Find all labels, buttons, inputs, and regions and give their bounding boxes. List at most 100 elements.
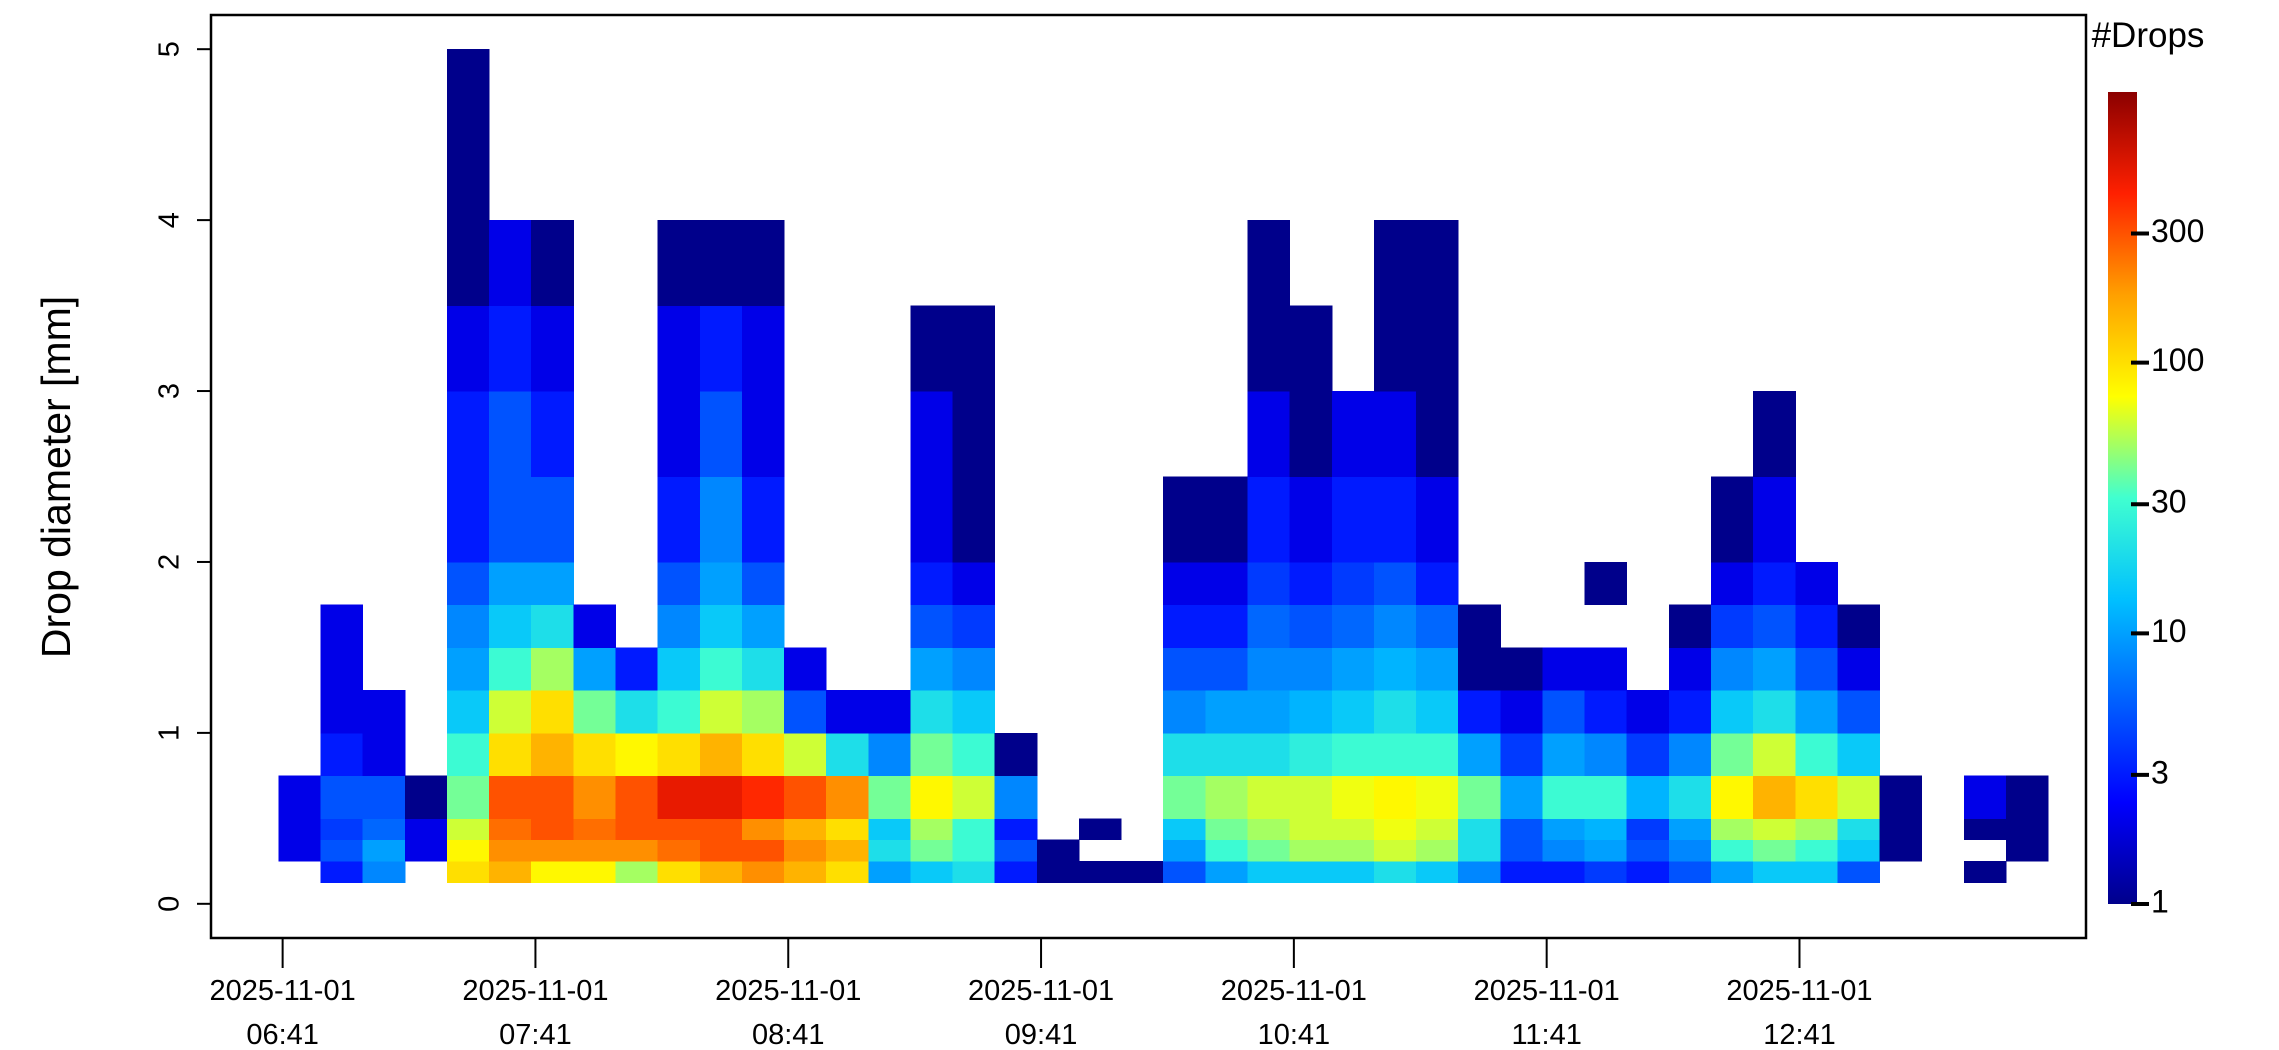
cell: [1373, 391, 1417, 477]
y-tick-label: 0: [154, 896, 186, 912]
x-tick-date: 2025-11-01: [968, 975, 1114, 1007]
cell: [1795, 839, 1838, 862]
cell: [741, 839, 785, 862]
cell: [1205, 818, 1249, 841]
cell: [784, 690, 827, 734]
x-tick-time: 09:41: [1005, 1019, 1078, 1050]
cell: [699, 690, 743, 734]
cell: [1837, 818, 1881, 841]
cell: [1416, 839, 1459, 862]
cell: [2005, 839, 2049, 862]
cell: [531, 861, 574, 883]
cell: [489, 476, 532, 563]
cell: [952, 839, 996, 862]
cell: [362, 861, 406, 883]
cell: [573, 818, 616, 841]
cell: [1753, 775, 1796, 819]
cell: [446, 690, 490, 734]
cell: [1163, 561, 1206, 606]
cell: [489, 604, 532, 648]
cell: [1331, 732, 1375, 777]
cell: [320, 732, 364, 777]
cell: [741, 220, 785, 307]
cell: [1584, 775, 1628, 819]
cell: [1458, 732, 1501, 777]
cell: [1711, 604, 1754, 648]
cell: [826, 732, 869, 777]
heatmap-cells: [278, 49, 2049, 883]
cell: [489, 732, 532, 777]
cell: [1500, 839, 1543, 862]
cell: [1795, 861, 1838, 883]
cell: [1879, 818, 1923, 841]
cell: [1500, 690, 1543, 734]
plot-frame: [209, 13, 2088, 940]
cell: [615, 818, 659, 841]
cell: [1416, 305, 1459, 392]
cell: [1753, 732, 1796, 777]
cell: [699, 775, 743, 819]
cell: [320, 775, 364, 819]
cell: [868, 775, 911, 819]
cell: [1837, 732, 1881, 777]
cell: [1331, 861, 1375, 883]
cell: [531, 775, 574, 819]
cell: [1247, 391, 1291, 477]
cell: [868, 690, 911, 734]
cell: [1542, 647, 1586, 691]
cell: [657, 647, 701, 691]
cell: [741, 690, 785, 734]
cell: [278, 839, 322, 862]
cell: [1163, 690, 1206, 734]
cell: [699, 839, 743, 862]
cell: [1584, 647, 1628, 691]
cell: [1795, 690, 1838, 734]
cell: [784, 732, 827, 777]
colorbar-tick-label: 3: [2151, 754, 2169, 790]
cell: [699, 305, 743, 392]
cell: [1668, 604, 1712, 648]
colorbar-tick-label: 300: [2151, 213, 2204, 249]
cell: [699, 818, 743, 841]
cell: [1458, 818, 1501, 841]
cell: [320, 839, 364, 862]
cell: [1247, 647, 1291, 691]
cell: [1837, 690, 1881, 734]
cell: [1289, 690, 1333, 734]
cell: [1837, 647, 1881, 691]
x-tick-date: 2025-11-01: [1474, 975, 1620, 1007]
cell: [1753, 839, 1796, 862]
cell: [952, 604, 996, 648]
cell: [1289, 476, 1333, 563]
cell: [952, 561, 996, 606]
cell: [952, 690, 996, 734]
cell: [1373, 861, 1417, 883]
cell: [1753, 861, 1796, 883]
cell: [320, 818, 364, 841]
cell: [446, 647, 490, 691]
cell: [446, 476, 490, 563]
cell: [657, 861, 701, 883]
cell: [1626, 732, 1670, 777]
cell: [1542, 861, 1586, 883]
cell: [1163, 818, 1206, 841]
cell: [1458, 647, 1501, 691]
cell: [531, 732, 574, 777]
cell: [1795, 604, 1838, 648]
cell: [1795, 818, 1838, 841]
cell: [1416, 818, 1459, 841]
cell: [1331, 690, 1375, 734]
cell: [531, 220, 574, 307]
cell: [910, 476, 954, 563]
cell: [446, 839, 490, 862]
cell: [784, 839, 827, 862]
cell: [910, 604, 954, 648]
cell: [741, 775, 785, 819]
cell: [1247, 476, 1291, 563]
cell: [1163, 604, 1206, 648]
cell: [1542, 818, 1586, 841]
cell: [910, 732, 954, 777]
cell: [1373, 476, 1417, 563]
cell: [1373, 305, 1417, 392]
cell: [1668, 818, 1712, 841]
